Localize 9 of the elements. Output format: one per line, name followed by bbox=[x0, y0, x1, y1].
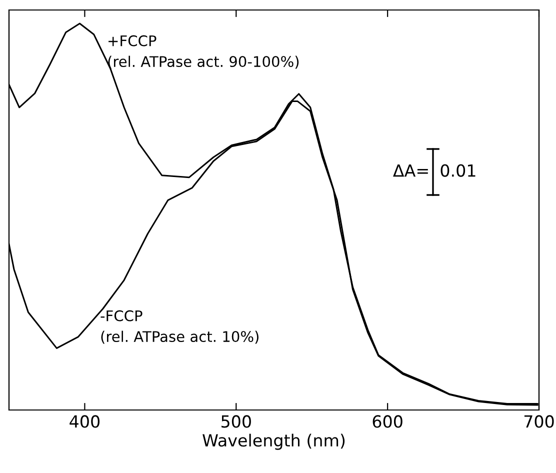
series-label: +FCCP (rel. ATPase act. 90-100%) bbox=[108, 35, 299, 69]
x-tick-label: 600 bbox=[372, 415, 402, 428]
annotation: ΔA= bbox=[393, 164, 428, 177]
annotation: 0.01 bbox=[440, 164, 476, 177]
x-tick-label: 700 bbox=[524, 415, 554, 428]
x-axis-title: Wavelength (nm) bbox=[202, 434, 345, 450]
x-tick-label: 500 bbox=[222, 415, 251, 428]
x-tick-label: 400 bbox=[70, 415, 100, 428]
series-label: -FCCP (rel. ATPase act. 10%) bbox=[100, 310, 258, 344]
